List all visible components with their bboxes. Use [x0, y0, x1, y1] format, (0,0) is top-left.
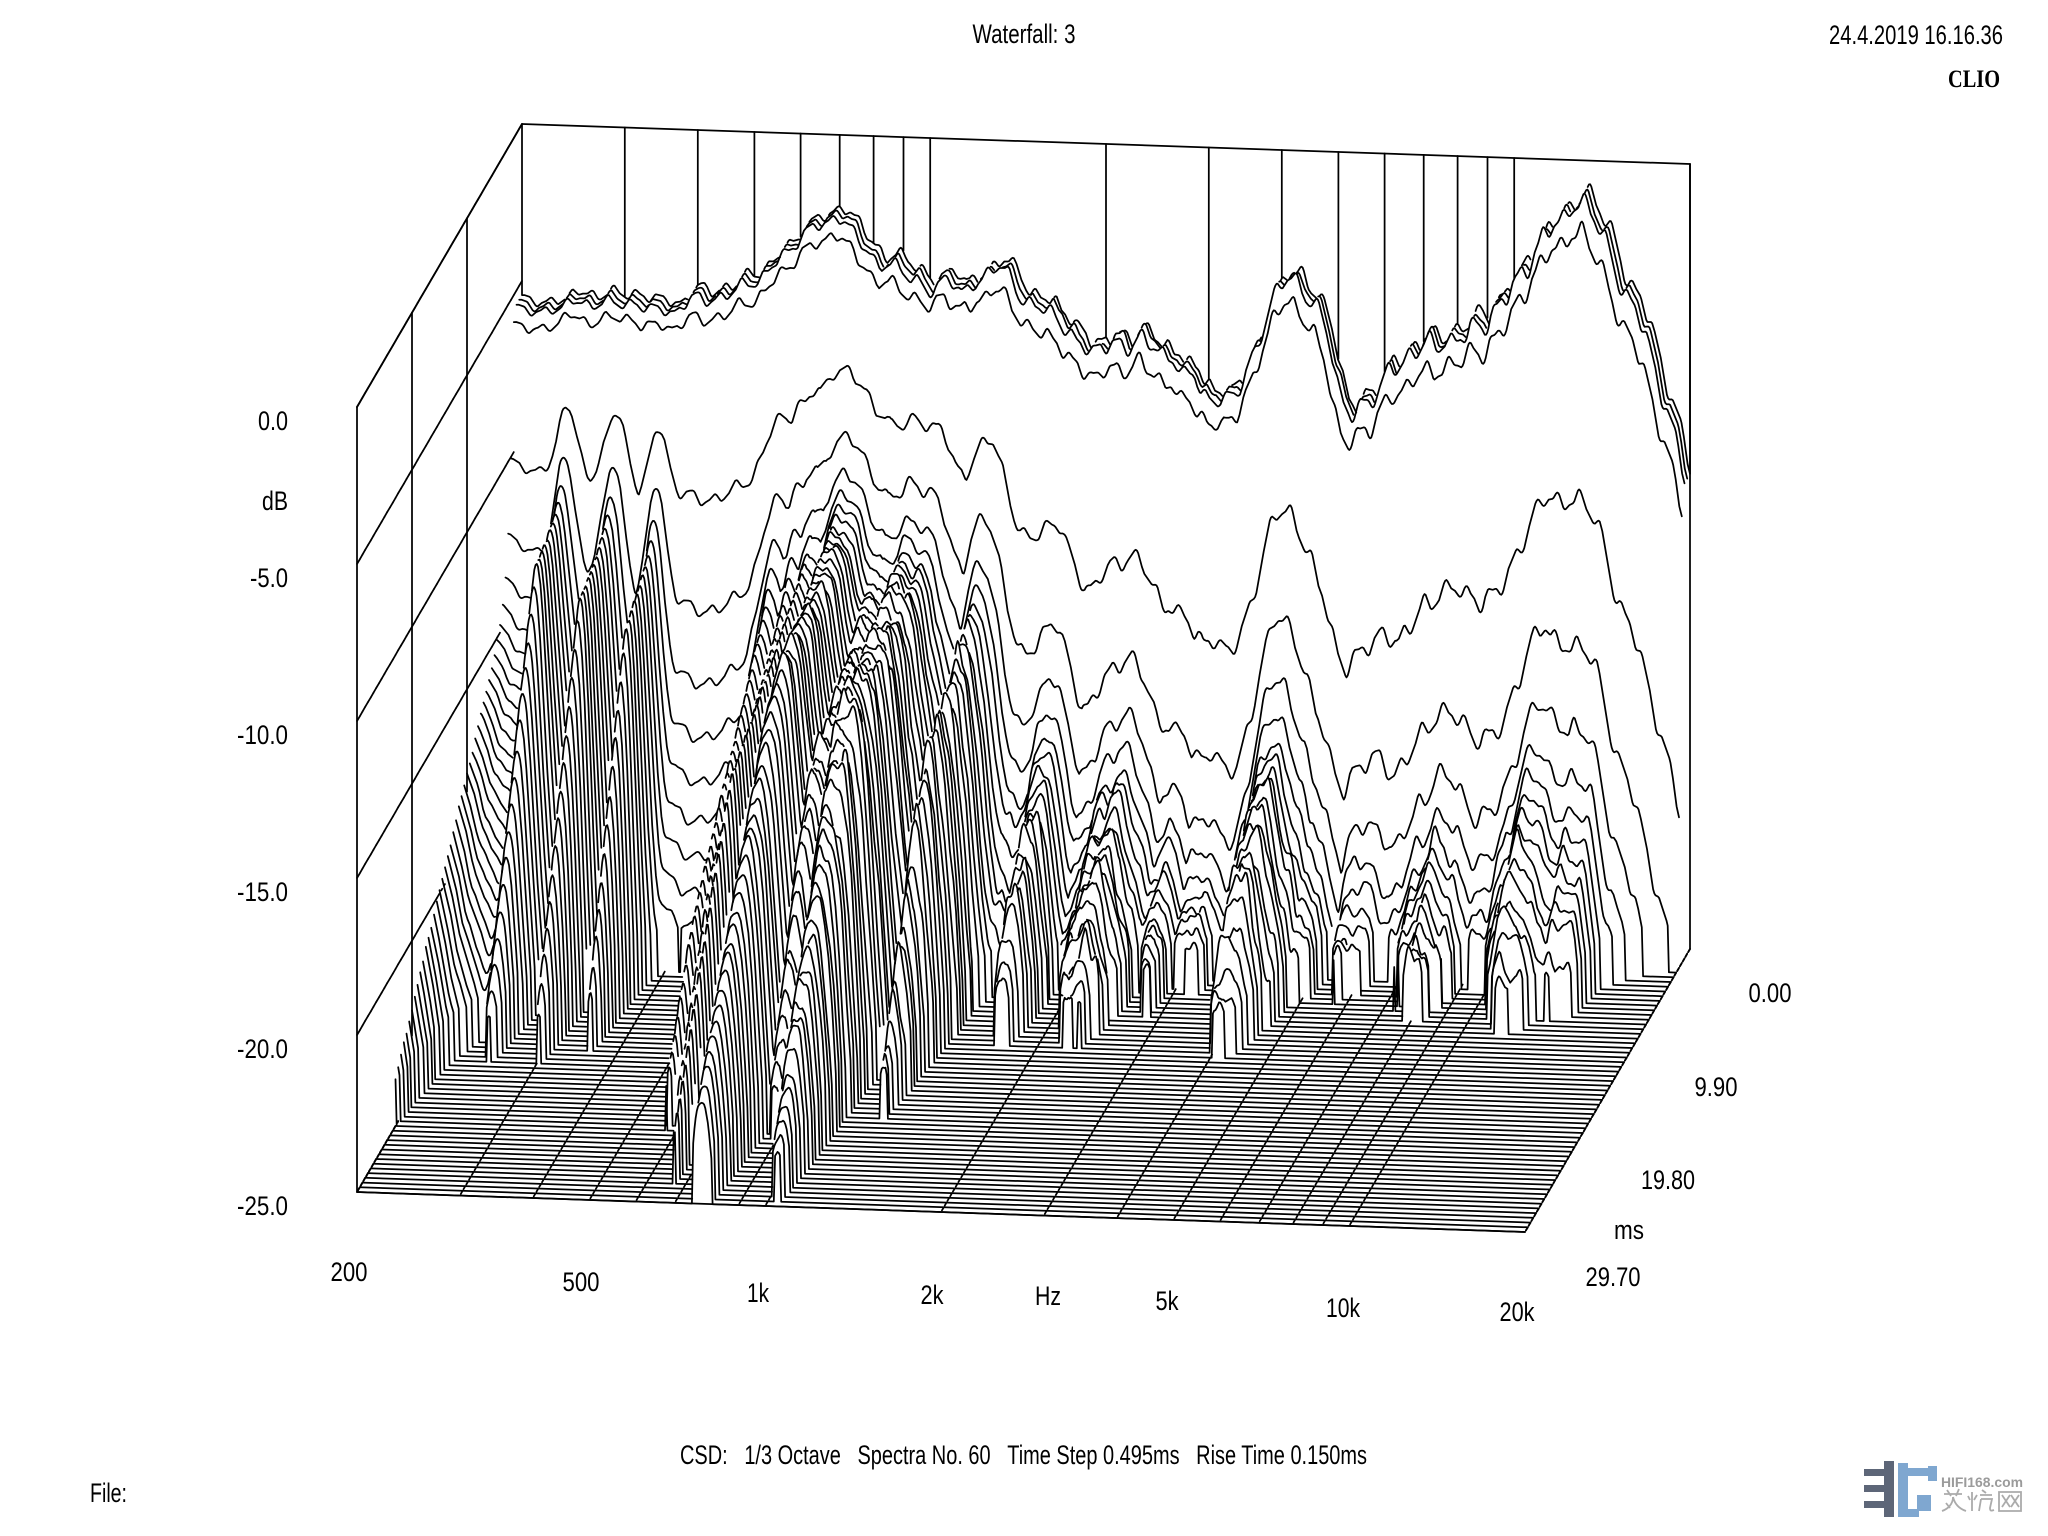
svg-text:HIFI168.com: HIFI168.com: [1941, 1474, 2023, 1490]
svg-text:-15.0: -15.0: [237, 877, 288, 907]
svg-text:24.4.2019 16.16.36: 24.4.2019 16.16.36: [1829, 20, 2003, 50]
svg-text:9.90: 9.90: [1695, 1072, 1738, 1102]
svg-text:200: 200: [331, 1257, 368, 1287]
svg-text:10k: 10k: [1326, 1293, 1360, 1323]
svg-text:CSD: 1/3 Octave Spectra No: CSD: 1/3 Octave Spectra No. 60 Time Step…: [680, 1440, 1367, 1470]
svg-text:Hz: Hz: [1035, 1281, 1061, 1311]
svg-text:5k: 5k: [1156, 1286, 1179, 1316]
svg-text:-10.0: -10.0: [237, 720, 288, 750]
svg-text:1k: 1k: [747, 1278, 769, 1308]
svg-text:20k: 20k: [1500, 1297, 1535, 1327]
svg-text:-5.0: -5.0: [250, 563, 288, 593]
svg-text:2k: 2k: [921, 1280, 944, 1310]
svg-text:-20.0: -20.0: [237, 1034, 288, 1064]
svg-text:CLIO: CLIO: [1948, 66, 2000, 93]
svg-text:-25.0: -25.0: [237, 1191, 288, 1221]
svg-text:0.00: 0.00: [1749, 978, 1792, 1008]
svg-text:dB: dB: [262, 486, 288, 516]
svg-text:0.0: 0.0: [258, 406, 288, 436]
svg-text:29.70: 29.70: [1586, 1262, 1641, 1292]
svg-text:500: 500: [563, 1267, 600, 1297]
svg-text:ms: ms: [1614, 1215, 1644, 1245]
svg-text:File:: File:: [90, 1478, 127, 1508]
svg-text:19.80: 19.80: [1641, 1165, 1695, 1195]
svg-text:Waterfall: 3: Waterfall: 3: [973, 19, 1076, 49]
